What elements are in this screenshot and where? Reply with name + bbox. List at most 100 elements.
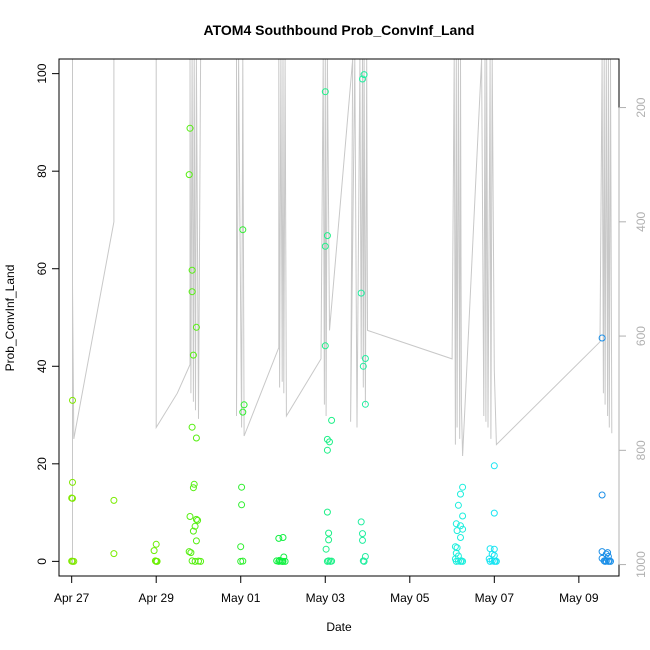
trace-line xyxy=(72,58,613,565)
x-tick-label: May 07 xyxy=(475,591,515,605)
data-point xyxy=(361,400,369,408)
y-tick-label: 20 xyxy=(35,457,49,471)
data-point xyxy=(185,171,193,179)
data-point xyxy=(360,557,368,565)
data-point xyxy=(457,522,464,530)
data-point xyxy=(598,491,606,499)
y-tick-label: 60 xyxy=(35,262,49,276)
data-point xyxy=(360,71,368,79)
data-point xyxy=(187,549,195,557)
data-point xyxy=(237,543,245,551)
data-point xyxy=(326,438,333,446)
data-point xyxy=(153,557,161,565)
data-point xyxy=(238,501,246,509)
data-point xyxy=(239,226,247,234)
data-point xyxy=(325,529,333,537)
data-point xyxy=(188,423,196,431)
data-point xyxy=(454,501,462,509)
data-point xyxy=(69,396,76,404)
data-point xyxy=(323,446,331,454)
data-point xyxy=(280,553,288,561)
x-tick-label: Apr 29 xyxy=(139,591,175,605)
x-axis: Apr 27 Apr 29 May 01 May 03 May 05 May 07 May … xyxy=(54,575,599,605)
data-point xyxy=(281,557,289,565)
data-point xyxy=(321,242,329,250)
data-point xyxy=(453,527,461,535)
data-point xyxy=(357,518,365,526)
data-point xyxy=(197,557,205,565)
y-axis: 0 20 40 60 80 100 xyxy=(35,63,60,565)
x-tick-label: May 09 xyxy=(559,591,599,605)
data-point xyxy=(152,540,160,548)
data-point xyxy=(186,124,194,132)
secondary-tick-label: 1000 xyxy=(634,551,648,578)
data-point xyxy=(359,362,367,370)
data-point xyxy=(459,557,467,565)
secondary-y-axis: 200 400 600 800 1000 xyxy=(618,97,648,578)
data-point xyxy=(457,534,464,541)
data-point xyxy=(325,536,333,544)
data-point xyxy=(607,557,614,565)
data-point xyxy=(361,355,369,362)
data-point xyxy=(361,553,369,560)
data-point xyxy=(185,548,193,556)
data-point xyxy=(490,509,498,517)
x-tick-label: May 03 xyxy=(306,591,346,605)
y-tick-label: 0 xyxy=(35,558,49,565)
data-point xyxy=(452,520,460,528)
data-point xyxy=(189,527,197,535)
data-point xyxy=(357,289,365,297)
secondary-tick-label: 800 xyxy=(634,440,648,460)
y-tick-label: 40 xyxy=(35,359,49,373)
y-axis-label: Prob_ConvInf_Land xyxy=(3,265,17,372)
data-point xyxy=(598,334,606,342)
plot-frame xyxy=(58,58,620,577)
data-point xyxy=(359,530,366,538)
data-point xyxy=(192,323,200,331)
data-point xyxy=(150,547,158,555)
data-point xyxy=(323,232,331,240)
data-point xyxy=(457,490,464,498)
points-layer xyxy=(68,71,614,565)
data-point xyxy=(453,544,461,552)
secondary-tick-label: 600 xyxy=(634,326,648,346)
x-tick-label: May 01 xyxy=(221,591,261,605)
data-point xyxy=(189,484,197,492)
x-tick-label: May 05 xyxy=(390,591,430,605)
data-point xyxy=(279,557,287,565)
data-point xyxy=(323,508,331,516)
data-point xyxy=(190,480,198,488)
data-point xyxy=(238,483,246,491)
data-point xyxy=(192,434,200,442)
x-axis-label: Date xyxy=(326,620,352,634)
trace-layer xyxy=(72,58,613,565)
data-point xyxy=(321,342,329,350)
data-point xyxy=(275,534,283,542)
data-point xyxy=(322,545,330,553)
data-point xyxy=(192,537,200,545)
data-point xyxy=(191,522,199,530)
data-point xyxy=(189,351,197,359)
data-point xyxy=(239,557,247,565)
data-point xyxy=(459,512,467,520)
data-point xyxy=(239,408,247,416)
data-point xyxy=(110,550,118,558)
data-point xyxy=(459,483,467,491)
data-point xyxy=(321,88,329,96)
data-point xyxy=(192,515,200,523)
data-point xyxy=(359,75,366,83)
data-point xyxy=(359,536,366,544)
data-point xyxy=(492,557,500,565)
data-point xyxy=(604,549,612,557)
data-point xyxy=(279,534,287,541)
data-point xyxy=(328,557,336,565)
data-point xyxy=(240,401,248,409)
secondary-tick-label: 200 xyxy=(634,97,648,117)
data-point xyxy=(69,478,76,486)
data-point xyxy=(194,516,202,524)
data-point xyxy=(69,494,76,502)
data-point xyxy=(490,462,498,470)
y-tick-label: 80 xyxy=(35,164,49,178)
y-tick-label: 100 xyxy=(35,63,49,83)
